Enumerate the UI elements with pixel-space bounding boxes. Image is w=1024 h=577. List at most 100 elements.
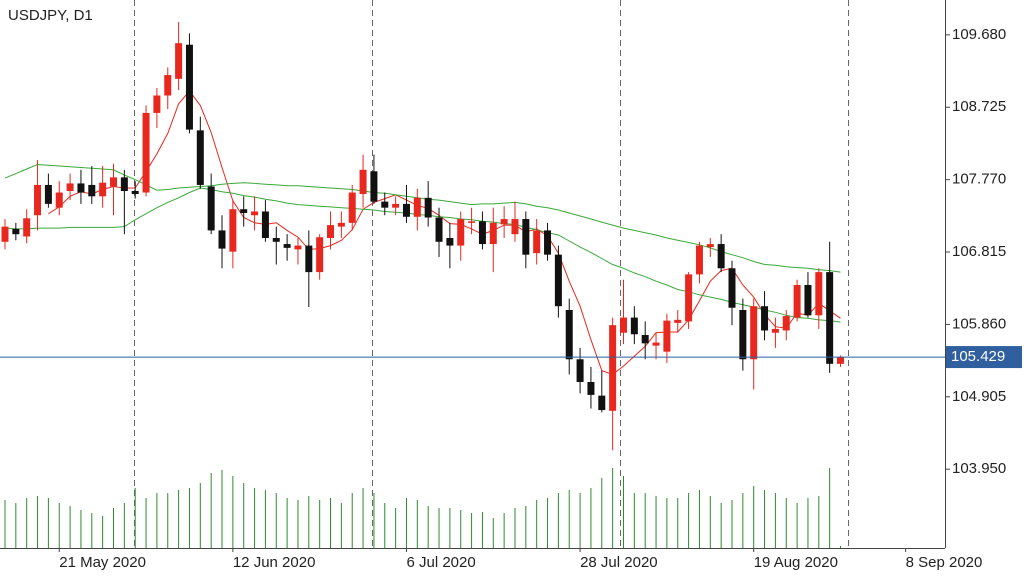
candle-body [793, 284, 801, 318]
candle-body [359, 169, 367, 195]
candle-body [109, 177, 117, 187]
candle-body [544, 230, 552, 255]
candle-body [402, 203, 410, 217]
x-tick-label: 12 Jun 2020 [233, 554, 316, 571]
moving-average [4, 187, 841, 323]
candle-body [489, 222, 497, 245]
candle-body [533, 230, 541, 254]
candle-body [663, 320, 671, 352]
candle-body [381, 201, 389, 208]
chart-title: USDJPY, D1 [8, 7, 93, 24]
candle-body [565, 310, 573, 360]
candle-body [164, 75, 172, 96]
candle-body [240, 209, 248, 213]
candle-body [478, 221, 486, 245]
candle-body [348, 192, 356, 223]
candle-body [782, 316, 790, 331]
candle-body [522, 219, 530, 255]
candle-body [229, 209, 237, 252]
candle-body [728, 268, 736, 308]
candle-body [1, 226, 9, 242]
candle-body [750, 306, 758, 360]
candle-body [88, 184, 96, 197]
candle-body [283, 244, 291, 248]
candle-body [218, 230, 226, 249]
candle-body [175, 43, 183, 79]
y-tick-label: 108.725 [952, 98, 1006, 115]
candle-body [55, 192, 63, 208]
candle-body [435, 217, 443, 242]
candle-body [554, 254, 562, 307]
candle-body [251, 211, 259, 216]
candle-body [587, 382, 595, 395]
candle-body [695, 245, 703, 275]
candle-body [392, 203, 400, 208]
candle-body [424, 197, 432, 218]
y-tick-label: 107.770 [952, 171, 1006, 188]
period-separators [134, 0, 849, 548]
candle-body [142, 112, 150, 193]
y-tick-label: 106.815 [952, 243, 1006, 260]
candle-body [272, 237, 280, 242]
candle-body [99, 182, 107, 197]
candle-body [34, 184, 42, 216]
candle-body [500, 219, 508, 225]
x-tick-label: 21 May 2020 [59, 554, 146, 571]
candle-body [609, 325, 617, 411]
candle-body [261, 211, 269, 238]
moving-average [48, 90, 841, 375]
candle-body [12, 228, 20, 235]
candle-body [185, 44, 193, 130]
candle-body [370, 171, 378, 202]
candle-body [120, 177, 128, 192]
x-tick-label: 19 Aug 2020 [754, 554, 838, 571]
candle-body [652, 342, 660, 346]
candle-body [316, 237, 324, 273]
x-tick-label: 28 Jul 2020 [580, 554, 658, 571]
candle-body [66, 183, 74, 192]
candle-body [468, 221, 476, 223]
candle-body [153, 95, 161, 113]
candle-body [576, 359, 584, 383]
last-price-label: 105.429 [951, 348, 1005, 365]
candle-body [717, 244, 725, 269]
candle-body [674, 319, 682, 323]
y-tick-label: 103.950 [952, 460, 1006, 477]
candle-body [815, 272, 823, 316]
last-price-box [946, 346, 1022, 369]
candle-body [804, 284, 812, 316]
candle-body [826, 272, 834, 364]
candle-body [44, 184, 52, 204]
y-tick-label: 104.905 [952, 388, 1006, 405]
candle-body [196, 130, 204, 185]
candle-body [131, 191, 139, 195]
x-tick-label: 6 Jul 2020 [406, 554, 475, 571]
candle-body [207, 186, 215, 231]
candle-body [761, 306, 769, 331]
candle-body [77, 183, 85, 193]
candle-body [337, 222, 345, 227]
candle-body [837, 357, 845, 364]
candle-body [294, 245, 302, 250]
candle-body [739, 310, 747, 360]
y-tick-label: 105.860 [952, 315, 1006, 332]
y-tick-label: 109.680 [952, 26, 1006, 43]
x-tick-label: 8 Sep 2020 [906, 554, 983, 571]
candle-body [630, 317, 638, 335]
candle-body [327, 225, 335, 238]
candle-body [23, 218, 31, 237]
candle-body [685, 274, 693, 322]
candle-body [511, 219, 519, 235]
candle-body [641, 335, 649, 344]
candle-body [619, 317, 627, 333]
candle-body [457, 219, 465, 246]
candle-body [598, 395, 606, 411]
candle-body [771, 328, 779, 333]
candle-body [446, 237, 454, 246]
candle-body [413, 197, 421, 217]
candle-body [305, 245, 313, 273]
candle-body [706, 244, 714, 248]
